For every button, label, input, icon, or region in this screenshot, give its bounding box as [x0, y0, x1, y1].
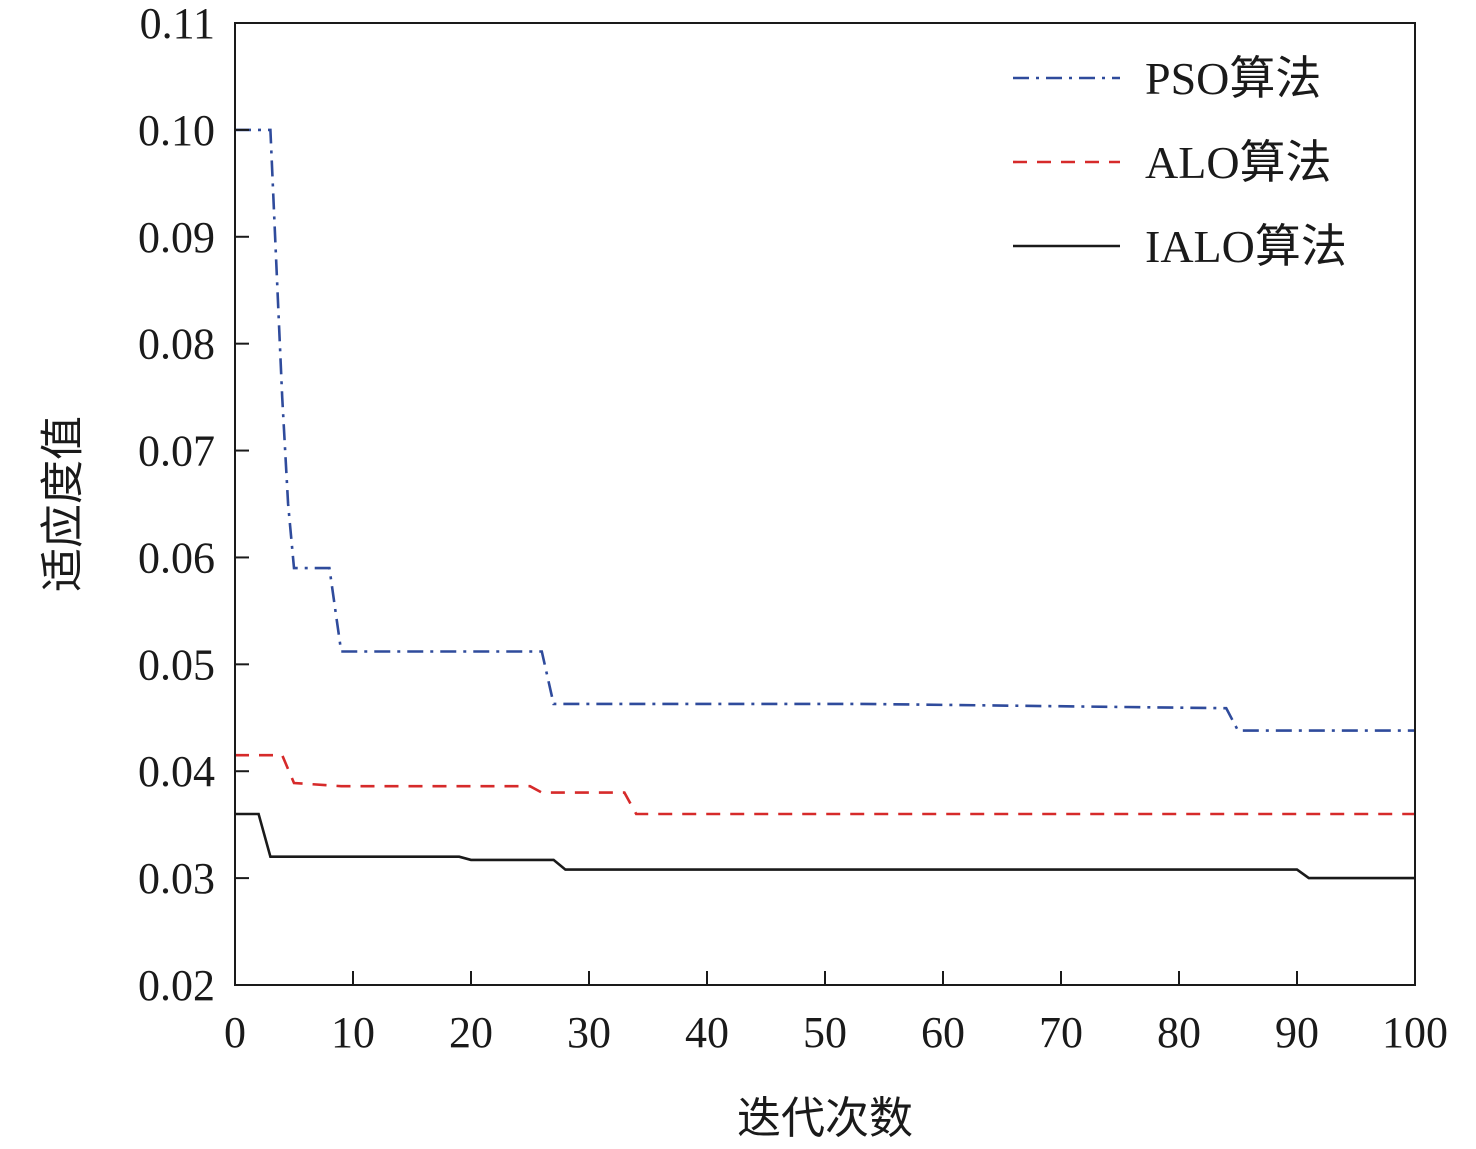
y-tick-label: 0.03	[138, 854, 215, 903]
series-line-1	[235, 128, 1415, 732]
ticks: 0 10 20 30 40 50 60 70 80 90 100 0.02 0.03 0.04 0.05 0.…	[138, 0, 1448, 1057]
y-tick-label: 0.10	[138, 106, 215, 155]
x-tick-label: 10	[331, 1008, 375, 1057]
y-tick-label: 0.06	[138, 533, 215, 582]
x-tick-label: 90	[1275, 1008, 1319, 1057]
y-tick-label: 0.02	[138, 961, 215, 1010]
legend-label: PSO算法	[1145, 53, 1321, 104]
x-tick-label: 80	[1157, 1008, 1201, 1057]
x-tick-label: 20	[449, 1008, 493, 1057]
y-tick-label: 0.08	[138, 320, 215, 369]
x-tick-label: 60	[921, 1008, 965, 1057]
x-axis-title: 迭代次数	[737, 1093, 913, 1144]
x-tick-label: 30	[567, 1008, 611, 1057]
plot-lines	[235, 128, 1415, 880]
legend-label: ALO算法	[1145, 137, 1332, 188]
y-tick-label: 0.09	[138, 213, 215, 262]
legend: PSO算法 ALO算法 IALO算法	[1013, 53, 1347, 272]
series-line-3	[235, 812, 1415, 880]
legend-label: IALO算法	[1145, 221, 1347, 272]
y-tick-label: 0.11	[140, 0, 215, 48]
x-tick-label: 70	[1039, 1008, 1083, 1057]
y-axis-title: 适应度值	[37, 416, 88, 592]
y-tick-label: 0.04	[138, 747, 215, 796]
x-tick-label: 50	[803, 1008, 847, 1057]
x-tick-label: 40	[685, 1008, 729, 1057]
series-line-2	[235, 753, 1415, 816]
x-tick-label: 0	[224, 1008, 246, 1057]
y-tick-label: 0.05	[138, 640, 215, 689]
x-tick-label: 100	[1382, 1008, 1448, 1057]
y-tick-label: 0.07	[138, 427, 215, 476]
